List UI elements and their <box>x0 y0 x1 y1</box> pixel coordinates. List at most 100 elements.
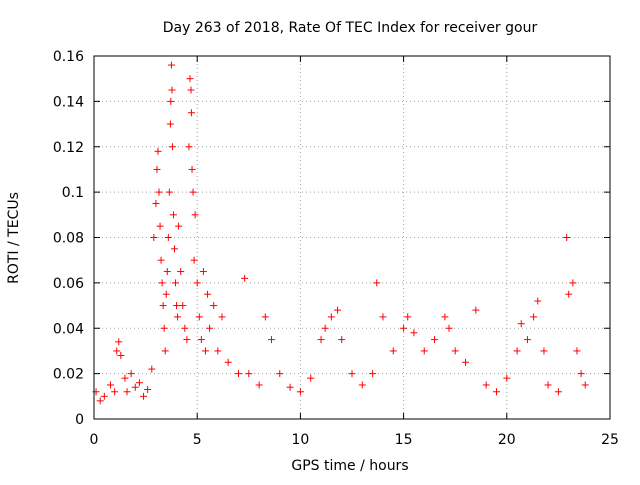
data-point <box>166 120 174 128</box>
data-point <box>96 397 104 405</box>
data-point <box>170 245 178 253</box>
data-point <box>565 290 573 298</box>
data-point <box>150 234 158 241</box>
data-point <box>389 347 397 355</box>
data-point <box>169 211 177 219</box>
data-point <box>400 324 408 332</box>
data-point <box>321 324 329 332</box>
data-point <box>140 392 148 400</box>
data-point <box>327 313 335 321</box>
data-point <box>199 268 207 276</box>
chart-title: Day 263 of 2018, Rate Of TEC Index for r… <box>163 20 538 36</box>
data-point <box>245 370 253 378</box>
data-point <box>410 329 418 337</box>
y-tick-label: 0.04 <box>53 321 84 337</box>
data-point <box>218 313 226 321</box>
ticks-layer: 0 5 10 15 20 25 0 0.02 0.04 0.06 0.08 0.1 0.12 0.14 0.… <box>53 49 619 448</box>
data-point <box>195 313 203 321</box>
data-point <box>181 324 189 332</box>
data-point <box>163 268 171 276</box>
data-point <box>164 234 172 241</box>
data-point <box>158 279 166 287</box>
data-point <box>152 199 160 207</box>
data-point <box>581 381 589 389</box>
data-point <box>286 383 294 391</box>
y-tick-label: 0.12 <box>53 140 84 156</box>
data-point <box>111 388 119 396</box>
data-point <box>183 336 191 344</box>
data-point <box>153 165 161 173</box>
data-point <box>201 347 209 355</box>
data-point <box>451 347 459 355</box>
data-point <box>168 143 176 151</box>
data-point <box>445 324 453 332</box>
data-point <box>162 290 170 298</box>
data-point <box>530 313 538 321</box>
data-point <box>123 388 131 396</box>
x-tick-label: 0 <box>90 432 99 448</box>
data-point <box>268 336 276 344</box>
data-point <box>167 97 175 105</box>
data-point <box>157 256 165 264</box>
data-point <box>148 365 156 373</box>
data-point <box>241 274 249 282</box>
x-tick-label: 5 <box>193 432 202 448</box>
data-point <box>404 313 412 321</box>
data-point <box>472 306 480 314</box>
data-point <box>165 188 173 196</box>
data-point <box>369 370 377 378</box>
data-point <box>167 61 175 69</box>
y-tick-label: 0.08 <box>53 231 84 247</box>
data-point <box>168 86 176 94</box>
data-point <box>206 324 214 332</box>
y-tick-label: 0.02 <box>53 367 84 383</box>
data-point <box>373 279 381 287</box>
data-point <box>441 313 449 321</box>
data-point <box>188 165 196 173</box>
data-point <box>174 313 182 321</box>
data-point <box>307 374 315 382</box>
x-tick-label: 10 <box>291 432 309 448</box>
data-point <box>210 302 218 310</box>
x-tick-label: 20 <box>498 432 516 448</box>
y-tick-label: 0.14 <box>53 94 84 110</box>
data-point <box>255 381 263 389</box>
data-point <box>431 336 439 344</box>
data-point <box>379 313 387 321</box>
data-point <box>113 347 121 355</box>
data-point <box>296 388 304 396</box>
data-point <box>186 75 194 83</box>
data-point <box>121 374 129 382</box>
data-point <box>276 370 284 378</box>
x-axis-label: GPS time / hours <box>291 458 408 474</box>
points-layer <box>92 61 589 405</box>
data-point <box>317 336 325 344</box>
data-point <box>155 188 163 196</box>
data-point <box>117 351 125 359</box>
data-point <box>513 347 521 355</box>
data-point <box>115 338 123 346</box>
data-point <box>190 256 198 264</box>
data-point <box>185 143 193 151</box>
y-axis-label: ROTI / TECUs <box>6 192 22 284</box>
data-point <box>193 279 201 287</box>
data-point <box>187 109 195 117</box>
data-point <box>172 279 180 287</box>
y-tick-label: 0 <box>75 412 84 428</box>
data-point <box>462 358 470 366</box>
data-point <box>554 388 562 396</box>
data-point <box>144 386 152 394</box>
data-point <box>135 379 143 387</box>
data-point <box>159 302 167 310</box>
data-point <box>127 370 135 378</box>
grid-layer <box>94 56 610 419</box>
data-point <box>348 370 356 378</box>
data-point <box>131 383 139 391</box>
data-point <box>517 320 525 328</box>
y-tick-label: 0.16 <box>53 49 84 65</box>
data-point <box>234 370 242 378</box>
data-point <box>197 336 205 344</box>
data-point <box>569 279 577 287</box>
